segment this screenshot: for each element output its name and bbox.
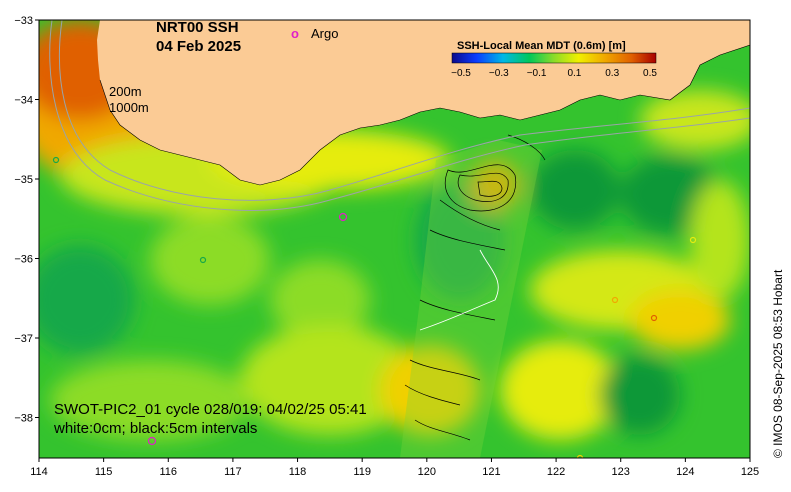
- argo-legend-marker: o: [291, 26, 299, 41]
- observation-markers: [52, 156, 697, 458]
- colorbar-ticks: −0.5 −0.3 −0.1 0.1 0.3 0.5: [451, 68, 657, 79]
- x-tick-label: 122: [547, 466, 565, 478]
- depth-label-1000m: 1000m: [109, 100, 149, 115]
- colorbar-title: SSH-Local Mean MDT (0.6m) [m]: [457, 40, 626, 52]
- map-title-line2: 04 Feb 2025: [156, 38, 241, 55]
- plot-frame: [38, 19, 751, 459]
- imos-credit: © IMOS 08-Sep-2025 08:53 Hobart: [771, 269, 785, 458]
- y-tick-label: −34: [14, 95, 33, 107]
- ssh-field: [39, 20, 750, 440]
- x-tick-label: 124: [676, 466, 694, 478]
- colorbar-tick-label: 0.1: [567, 68, 581, 79]
- depth-label-200m: 200m: [109, 84, 142, 99]
- colorbar-tick-label: −0.3: [489, 68, 509, 79]
- map-title-line1: NRT00 SSH: [156, 19, 239, 36]
- x-tick-label: 117: [224, 466, 242, 478]
- x-tick-label: 116: [159, 466, 177, 478]
- x-tick-label: 114: [30, 466, 48, 478]
- y-axis: −33 −34 −35 −36 −37 −38: [14, 15, 39, 425]
- y-tick-label: −33: [14, 15, 33, 27]
- y-tick-label: −38: [14, 413, 33, 425]
- swot-swath: [400, 140, 542, 458]
- y-tick-label: −36: [14, 254, 33, 266]
- argo-legend-label: Argo: [311, 26, 338, 41]
- x-tick-label: 125: [741, 466, 759, 478]
- x-tick-label: 119: [353, 466, 371, 478]
- colorbar-tick-label: −0.5: [451, 68, 471, 79]
- swot-cycle-label: SWOT-PIC2_01 cycle 028/019; 04/02/25 05:…: [54, 401, 367, 418]
- bathymetry-contours: [49, 20, 750, 211]
- swot-zero-contour: [419, 249, 499, 331]
- colorbar-tick-label: 0.3: [605, 68, 619, 79]
- colorbar: SSH-Local Mean MDT (0.6m) [m] −0.5 −0.3 −0…: [451, 40, 657, 79]
- swot-contour-note: white:0cm; black:5cm intervals: [53, 420, 257, 437]
- y-tick-label: −37: [14, 333, 33, 345]
- y-tick-label: −35: [14, 174, 33, 186]
- colorbar-tick-label: −0.1: [527, 68, 547, 79]
- colorbar-gradient: [451, 52, 657, 64]
- x-axis: 114 115 116 117 118 119 120 121 122 123 124 125: [30, 458, 759, 478]
- x-tick-label: 118: [289, 466, 307, 478]
- x-tick-label: 123: [612, 466, 630, 478]
- x-tick-label: 115: [95, 466, 113, 478]
- x-tick-label: 121: [482, 466, 500, 478]
- colorbar-tick-label: 0.5: [643, 68, 657, 79]
- x-tick-label: 120: [418, 466, 436, 478]
